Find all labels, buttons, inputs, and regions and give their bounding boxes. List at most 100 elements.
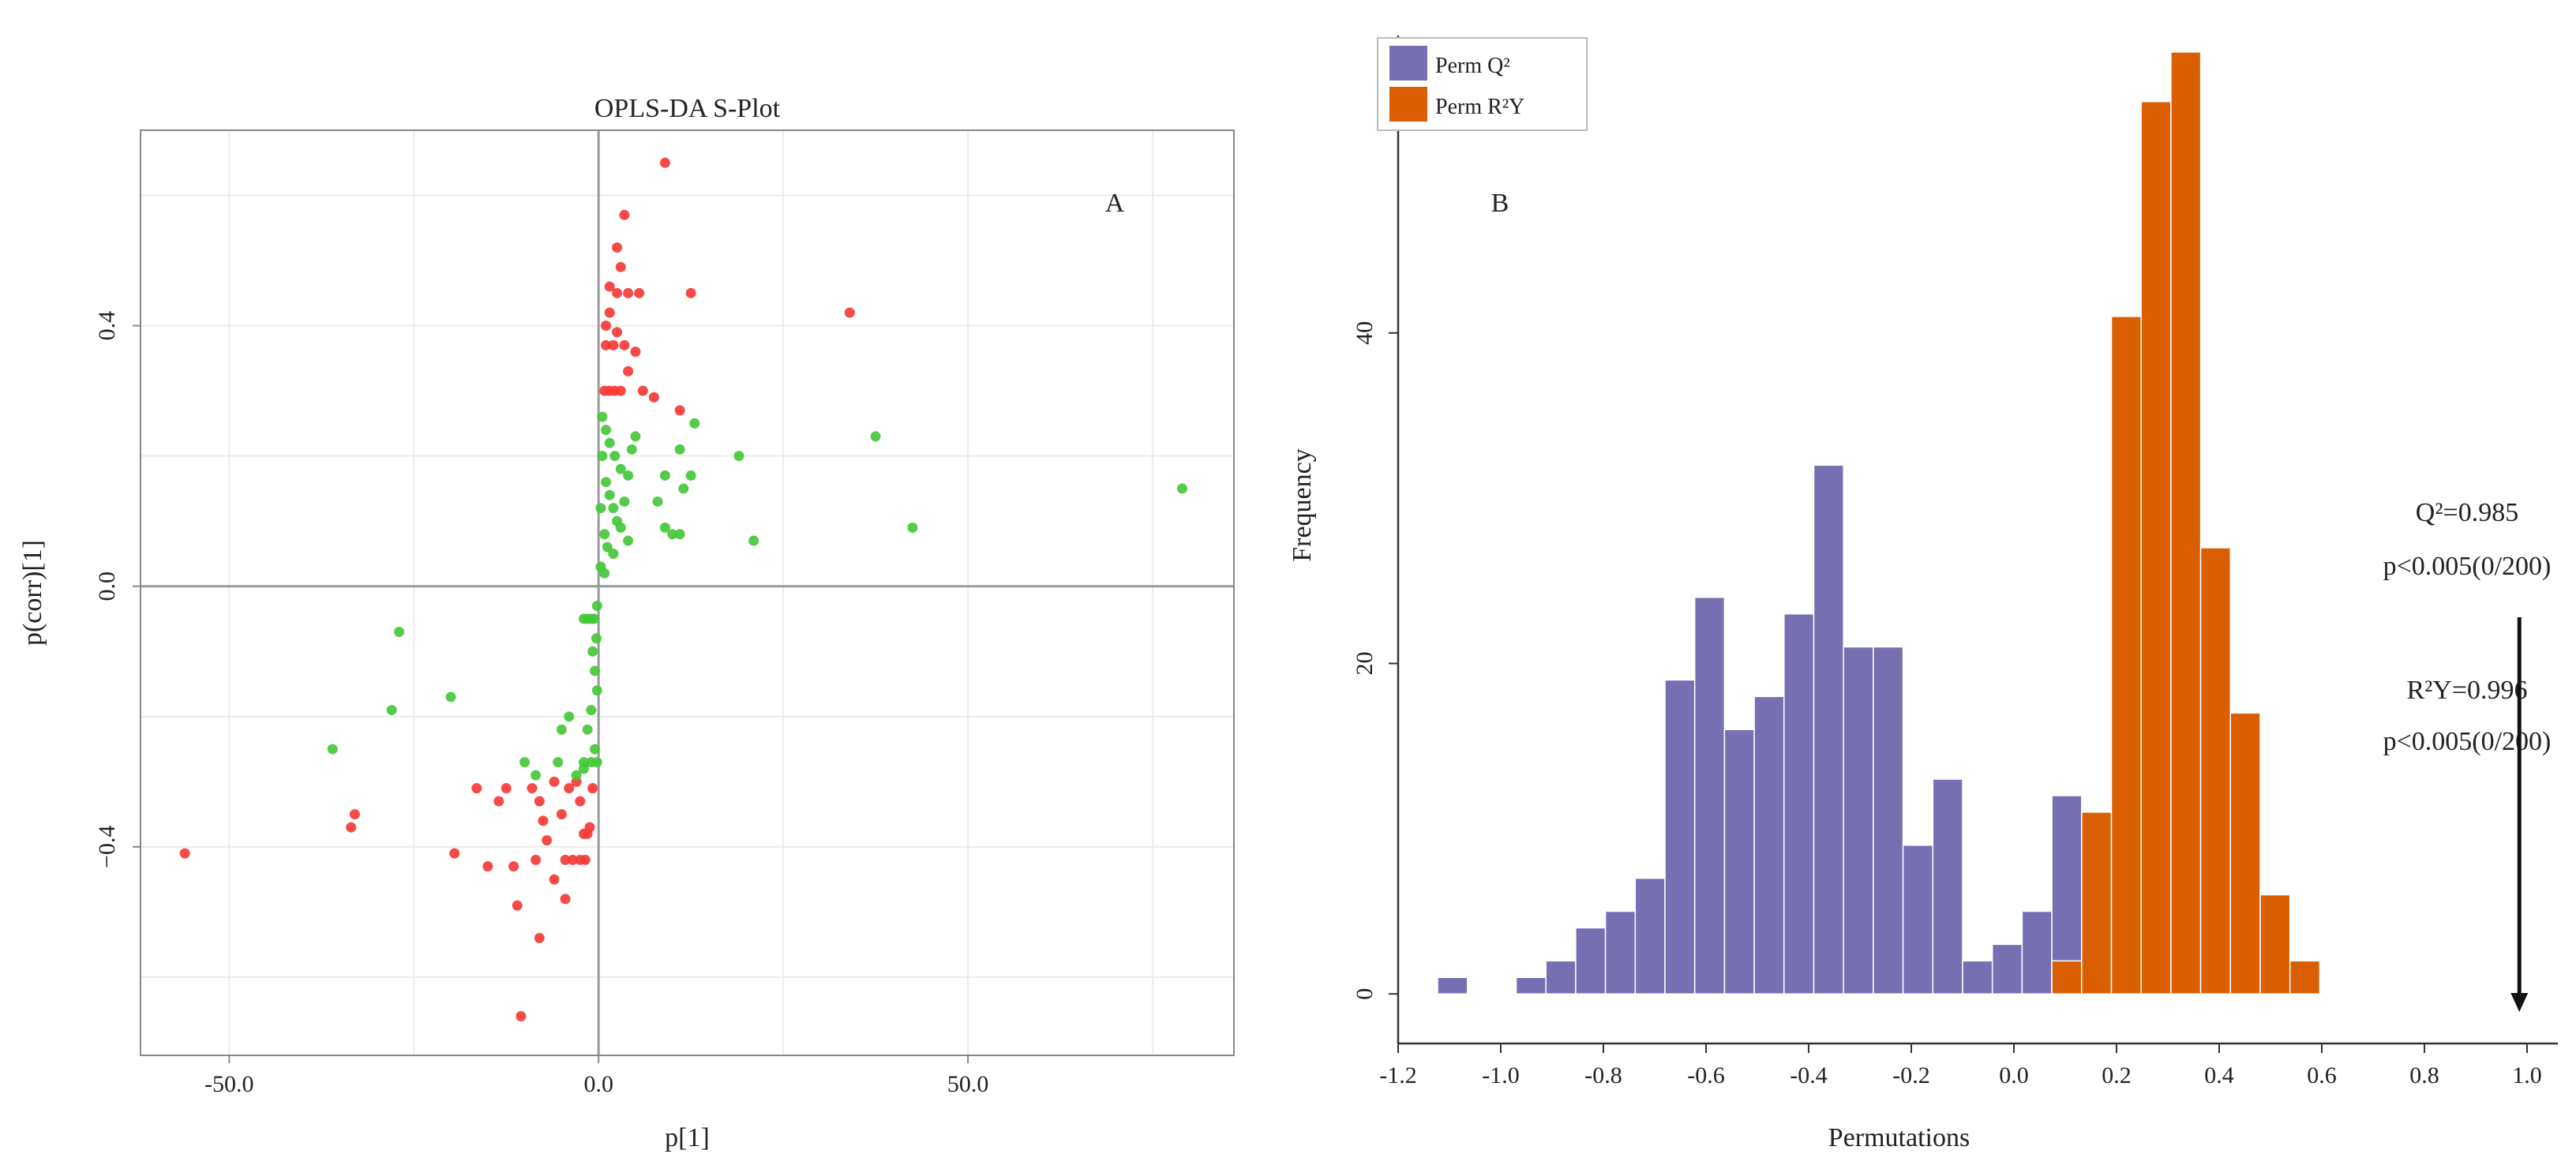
histogram-x-tick-label: 0.2: [2102, 1062, 2132, 1088]
histogram-bar-r2y: [2051, 960, 2083, 995]
splot-point-green: [591, 757, 602, 768]
histogram-bar-q2: [1723, 729, 1755, 995]
histogram-x-tick-label: -0.4: [1790, 1062, 1828, 1088]
splot-point-red: [659, 157, 670, 168]
histogram-bar-q2: [1783, 613, 1815, 995]
splot-point-green: [667, 529, 678, 540]
splot-point-red: [549, 874, 560, 885]
splot-point-red: [534, 932, 545, 943]
splot-point-green: [445, 691, 456, 703]
splot-point-red: [531, 854, 542, 865]
splot-point-red: [567, 854, 578, 865]
splot-point-red: [634, 287, 645, 298]
histogram-bar-q2: [1753, 695, 1785, 995]
histogram-x-axis-label: Permutations: [1828, 1123, 1970, 1152]
splot-x-tick-label: -50.0: [204, 1071, 254, 1097]
r2y-pvalue-annotation: p<0.005(0/200): [2383, 727, 2552, 756]
splot-point-green: [689, 418, 700, 429]
splot-point-red: [601, 339, 612, 350]
histogram-bar-q2: [1515, 976, 1547, 995]
splot-point-red: [560, 854, 571, 865]
histogram-bar-q2: [1693, 597, 1726, 995]
histogram-bar-q2: [1437, 976, 1468, 995]
splot-point-red: [615, 385, 626, 396]
splot-x-axis-label: p[1]: [665, 1123, 710, 1152]
splot-point-green: [630, 431, 641, 442]
splot-point-red: [538, 815, 549, 826]
splot-point-green: [1176, 483, 1187, 494]
histogram-x-tick-label: -1.0: [1482, 1062, 1520, 1088]
histogram-bar-q2: [1873, 646, 1904, 995]
histogram-bar-q2: [1813, 464, 1844, 995]
splot-point-green: [582, 724, 593, 735]
histogram-bar-q2: [1545, 960, 1577, 995]
splot-point-green: [586, 705, 597, 716]
splot-point-green: [907, 522, 918, 533]
histogram-y-tick-label: 20: [1352, 652, 1378, 676]
splot-point-green: [609, 451, 621, 462]
splot-point-green: [674, 529, 685, 540]
splot-point-red: [516, 1010, 527, 1021]
splot-points: [179, 157, 1187, 1021]
histogram-bar-r2y: [2259, 894, 2291, 995]
splot-point-green: [571, 770, 582, 781]
splot-point-green: [748, 535, 759, 546]
splot-point-green: [590, 744, 601, 755]
splot-point-red: [619, 339, 630, 350]
histogram-bar-q2: [1962, 960, 1993, 995]
splot-point-red: [534, 796, 545, 807]
histogram-panel-tag: B: [1491, 189, 1509, 218]
splot-point-green: [623, 535, 634, 546]
splot-point-red: [508, 861, 519, 872]
splot-point-red: [542, 835, 553, 846]
histogram-bar-q2: [1932, 778, 1963, 995]
splot-point-red: [482, 861, 493, 872]
splot-point-red: [619, 209, 630, 220]
splot-ticks: -50.0 0.0 50.0 −0.4 0.0 0.4: [94, 311, 988, 1097]
histogram-bar-q2: [1843, 646, 1874, 995]
splot-point-red: [346, 822, 357, 833]
splot-point-red: [612, 242, 623, 253]
splot-point-red: [637, 385, 648, 396]
splot-point-red: [449, 848, 460, 859]
splot-point-red: [612, 327, 623, 338]
splot-y-tick-label: −0.4: [94, 826, 120, 868]
splot-point-green: [608, 548, 619, 559]
splot-point-green: [599, 568, 610, 579]
splot-point-green: [386, 705, 397, 716]
splot-point-red: [623, 365, 634, 377]
legend-label-perm-r2y: Perm R²Y: [1435, 95, 1524, 119]
splot-point-green: [590, 665, 601, 676]
splot-point-red: [630, 347, 641, 358]
splot-point-red: [512, 900, 523, 911]
histogram-bar-r2y: [2199, 547, 2232, 995]
histogram-bar-r2y: [2229, 712, 2261, 995]
observed-value-arrow: [2510, 617, 2529, 1012]
splot-point-green: [553, 757, 564, 768]
splot-point-green: [870, 431, 881, 442]
histogram-x-tick-label: 0.4: [2204, 1062, 2234, 1088]
splot-y-axis-label: p(corr)[1]: [18, 540, 47, 646]
r2y-annotation: R²Y=0.996: [2406, 676, 2527, 705]
histogram-bar-r2y: [2081, 811, 2113, 995]
splot-point-green: [604, 437, 615, 448]
histogram-x-tick-label: -0.8: [1584, 1062, 1622, 1088]
splot-point-red: [615, 261, 626, 272]
splot-point-green: [615, 463, 626, 474]
splot-point-green: [556, 724, 567, 735]
histogram-bar-r2y: [2140, 100, 2172, 995]
splot-point-red: [685, 287, 696, 298]
splot-point-red: [601, 320, 612, 332]
splot-point-red: [549, 776, 560, 787]
splot-point-green: [659, 522, 670, 533]
splot-point-red: [612, 287, 623, 298]
splot-point-green: [652, 496, 663, 507]
splot-point-red: [471, 783, 482, 794]
splot-point-red: [179, 848, 190, 859]
histogram-legend: Perm Q² Perm R²Y: [1377, 37, 1588, 131]
splot-point-red: [349, 809, 360, 820]
splot-point-red: [560, 894, 571, 905]
histogram-y-axis-label: Frequency: [1288, 448, 1317, 562]
splot-point-green: [674, 444, 685, 455]
histogram-bar-q2: [2021, 910, 2053, 995]
